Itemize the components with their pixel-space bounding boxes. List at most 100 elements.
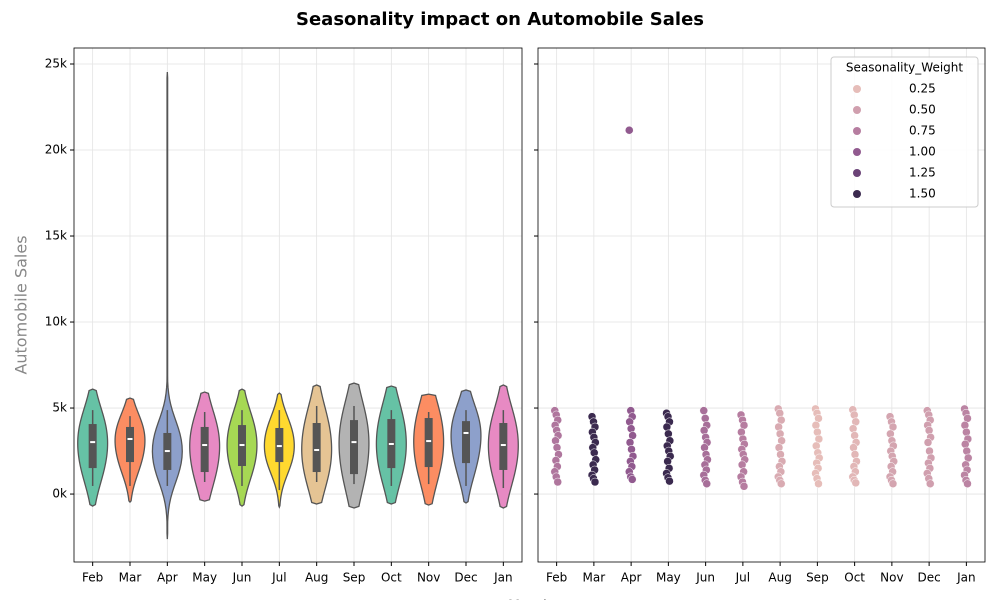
point	[851, 478, 860, 488]
point	[663, 457, 672, 466]
legend-marker	[853, 106, 861, 114]
legend-label: 0.25	[909, 82, 936, 96]
point	[924, 426, 934, 435]
y-tick-label: 25k	[45, 56, 67, 70]
legend-marker	[853, 85, 861, 93]
point	[625, 417, 634, 427]
point	[627, 445, 636, 454]
point	[553, 477, 562, 487]
median	[351, 441, 357, 444]
x-tick-label: Jun	[232, 571, 252, 585]
x-tick-label: Aug	[305, 571, 328, 585]
point	[850, 450, 860, 459]
point	[925, 479, 935, 488]
legend-title: Seasonality_Weight	[846, 61, 963, 75]
box	[275, 427, 284, 463]
x-tick-label: Nov	[880, 571, 903, 585]
y-tick-label: 10k	[45, 315, 67, 329]
point	[700, 443, 709, 452]
point	[737, 427, 746, 437]
point	[662, 422, 672, 432]
point	[665, 476, 674, 486]
point	[774, 422, 783, 432]
point	[923, 438, 933, 447]
x-tick-label: Mar	[583, 571, 606, 585]
point	[850, 431, 859, 440]
point	[960, 420, 970, 430]
box	[126, 426, 134, 463]
point	[850, 410, 859, 420]
median	[388, 442, 394, 445]
legend-label: 1.00	[909, 145, 936, 159]
x-tick-label: Jan	[493, 571, 513, 585]
point	[589, 448, 599, 458]
median	[276, 445, 282, 448]
legend-marker	[853, 148, 861, 156]
box	[312, 423, 321, 473]
y-tick-label: 20k	[45, 143, 67, 157]
point	[701, 414, 710, 423]
point	[849, 443, 858, 452]
point	[848, 424, 858, 433]
median	[463, 431, 469, 434]
box	[462, 421, 470, 464]
box	[499, 423, 508, 470]
x-tick-label: Apr	[621, 571, 642, 585]
x-tick-label: Sep	[343, 571, 366, 585]
x-tick-label: Jan	[956, 571, 976, 585]
point	[813, 427, 822, 437]
violin	[151, 72, 183, 540]
x-tick-label: Feb	[82, 571, 103, 585]
point	[886, 429, 895, 439]
y-tick-label: 15k	[45, 229, 67, 243]
median	[500, 444, 506, 447]
y-axis-label: Automobile Sales	[12, 235, 31, 374]
point	[888, 479, 898, 488]
x-tick-label: Jul	[271, 571, 286, 585]
legend-label: 1.50	[909, 187, 936, 201]
point	[776, 479, 786, 488]
point	[625, 125, 634, 135]
plot-frame	[537, 47, 986, 563]
median	[127, 438, 133, 441]
point	[961, 439, 970, 449]
x-axis-label: Month	[508, 598, 552, 600]
point	[551, 436, 560, 445]
median	[239, 444, 245, 447]
point	[925, 446, 934, 456]
legend-marker	[853, 169, 861, 177]
point	[625, 438, 635, 447]
box	[88, 424, 97, 469]
x-tick-label: Feb	[546, 571, 567, 585]
x-tick-label: Mar	[119, 571, 142, 585]
x-tick-label: Apr	[157, 571, 178, 585]
y-tick-label: 0k	[52, 487, 67, 501]
x-tick-label: Dec	[918, 571, 941, 585]
point	[811, 420, 821, 430]
legend-marker	[853, 190, 861, 198]
point	[664, 429, 673, 439]
point	[814, 479, 823, 488]
point	[627, 475, 637, 484]
x-tick-label: Nov	[417, 571, 440, 585]
median	[90, 441, 96, 444]
x-tick-label: Jun	[695, 571, 715, 585]
legend-label: 0.75	[909, 124, 936, 138]
legend-box	[830, 56, 979, 208]
plot-frame	[73, 47, 523, 563]
point	[702, 479, 711, 488]
x-tick-label: Dec	[454, 571, 477, 585]
box	[350, 420, 358, 475]
box	[424, 418, 433, 468]
median	[202, 444, 208, 447]
point	[962, 427, 971, 437]
figure-title: Seasonality impact on Automobile Sales	[296, 9, 704, 30]
box	[200, 426, 209, 473]
point	[699, 426, 709, 435]
x-tick-label: Oct	[381, 571, 402, 585]
x-tick-label: Jul	[735, 571, 750, 585]
x-tick-label: Aug	[768, 571, 791, 585]
point	[963, 479, 972, 488]
point	[774, 443, 784, 452]
